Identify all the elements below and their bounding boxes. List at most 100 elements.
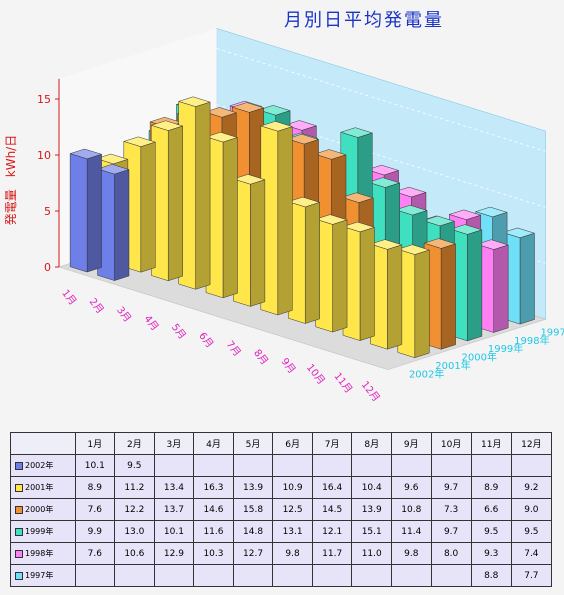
table-cell: 9.7 (430, 520, 472, 543)
table-cell: 9.8 (391, 542, 432, 565)
table-cell: 10.9 (272, 476, 313, 499)
row-label: 1998年 (10, 542, 76, 565)
table-cell: 11.2 (114, 476, 155, 499)
table-cell: 8.9 (470, 476, 512, 499)
bar-side (304, 202, 320, 324)
table-header-cell: 12月 (510, 432, 553, 455)
table-cell (272, 454, 313, 477)
table-header-cell: 7月 (311, 432, 353, 455)
table-row: 1997年 8.8 7.7 (10, 564, 553, 587)
table-cell: 9.0 (510, 498, 553, 521)
bar (342, 221, 376, 341)
table-cell (193, 454, 234, 477)
bar-side (440, 243, 456, 350)
bar-side (467, 229, 483, 342)
year-label: 2001年 (435, 359, 470, 372)
row-label-text: 2001年 (25, 483, 54, 492)
legend-swatch (15, 527, 23, 536)
table-cell: 12.5 (272, 498, 313, 521)
table-cell: 13.0 (114, 520, 155, 543)
bar-side (222, 137, 238, 299)
bar (287, 196, 321, 324)
table-cell: 13.9 (232, 476, 274, 499)
table-cell: 15.1 (351, 520, 392, 543)
row-label-text: 1998年 (25, 549, 54, 558)
month-label: 4月 (141, 313, 161, 333)
table-cell: 11.7 (311, 542, 353, 565)
table-cell: 8.0 (430, 542, 472, 565)
month-label: 12月 (359, 379, 382, 404)
table-cell: 12.9 (153, 542, 195, 565)
table-cell: 11.6 (193, 520, 234, 543)
table-cell: 8.8 (470, 564, 512, 587)
table-header-cell: 11月 (470, 432, 512, 455)
bar (96, 164, 130, 281)
bar (369, 239, 403, 350)
bar-side (332, 219, 348, 333)
table-cell (391, 454, 432, 477)
table-cell (351, 454, 392, 477)
month-label: 3月 (114, 304, 134, 324)
legend-swatch (15, 505, 23, 514)
year-label: 1999年 (488, 342, 523, 355)
table-cell (391, 564, 432, 587)
month-label: 8月 (251, 347, 271, 367)
table-cell (114, 564, 155, 587)
table-cell (430, 454, 472, 477)
bar (396, 244, 431, 359)
table-cell (153, 454, 195, 477)
bar (177, 96, 211, 290)
bar-side (414, 249, 430, 359)
month-label: 7月 (224, 339, 244, 359)
legend-swatch (15, 483, 23, 492)
y-tick-label: 5 (44, 205, 51, 218)
table-cell: 9.6 (391, 476, 432, 499)
bar-side (250, 179, 266, 307)
table-cell (272, 564, 313, 587)
bar (259, 121, 294, 316)
month-label: 9月 (278, 356, 298, 376)
table-cell (351, 564, 392, 587)
table-header-cell: 10月 (430, 432, 472, 455)
table-cell: 9.3 (470, 542, 512, 565)
month-label: 5月 (169, 321, 189, 341)
row-label-text: 2000年 (25, 505, 54, 514)
table-cell: 10.8 (391, 498, 432, 521)
table-cell: 11.0 (351, 542, 392, 565)
table-cell: 11.4 (391, 520, 432, 543)
table-cell: 10.4 (351, 476, 392, 499)
table-cell: 10.3 (193, 542, 234, 565)
month-label: 2月 (87, 296, 107, 316)
month-label: 1月 (59, 287, 79, 307)
table-cell: 13.1 (272, 520, 313, 543)
bar-side (167, 125, 183, 282)
table-cell (232, 454, 274, 477)
table-cell: 7.7 (510, 564, 553, 587)
year-label: 1997年 (540, 325, 564, 338)
table-cell (430, 564, 472, 587)
bar (205, 131, 239, 299)
table-header-cell: 4月 (193, 432, 234, 455)
table-row: 2000年 7.6 12.2 13.7 14.6 15.8 12.5 14.5 13.9 10.8… (10, 498, 553, 521)
y-tick-label: 15 (37, 93, 51, 106)
table-cell (470, 454, 512, 477)
table-header-row: 1月 2月 3月 4月 5月 6月 7月 8月 9月 10月 11月 12月 (10, 432, 553, 455)
table-cell (153, 564, 195, 587)
table-header-cell: 5月 (232, 432, 274, 455)
row-label-text: 1999年 (25, 527, 54, 536)
year-label: 1998年 (514, 334, 549, 347)
table-cell: 14.8 (232, 520, 274, 543)
table-cell: 9.5 (470, 520, 512, 543)
table-cell: 7.6 (74, 542, 116, 565)
bar-front (69, 153, 88, 273)
bar-side (387, 244, 403, 350)
table-cell: 9.7 (430, 476, 472, 499)
table-header-cell: 9月 (391, 432, 432, 455)
y-axis-label: 発電量 kWh/日 (4, 135, 18, 225)
month-label: 11月 (331, 370, 354, 395)
table-corner (10, 432, 76, 455)
month-label: 10月 (304, 362, 327, 387)
table-cell: 10.1 (74, 454, 116, 477)
legend-swatch (15, 461, 23, 470)
row-label-text: 2002年 (25, 461, 54, 470)
